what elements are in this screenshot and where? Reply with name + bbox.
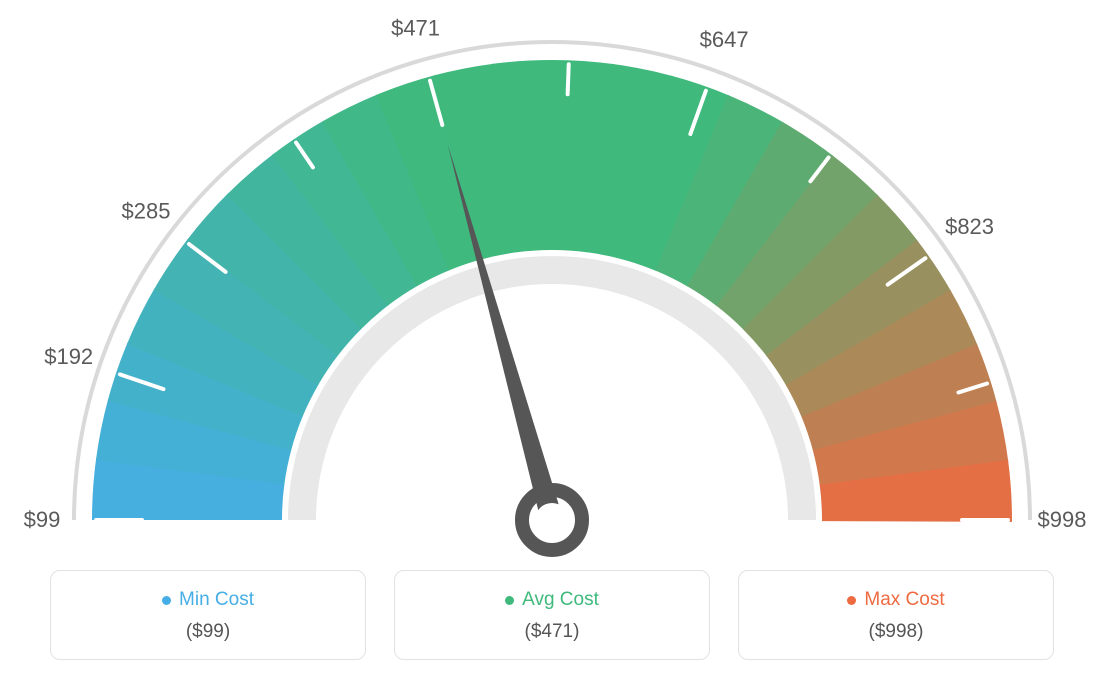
legend-dot-max <box>847 596 856 605</box>
gauge-tick-label: $647 <box>700 27 749 52</box>
gauge-tick-label: $998 <box>1038 507 1087 532</box>
gauge-tick-label: $192 <box>44 344 93 369</box>
gauge-tick-label: $471 <box>391 16 440 41</box>
legend-label-avg: Avg Cost <box>522 589 599 611</box>
legend-value-min: ($99) <box>61 621 355 643</box>
gauge-tick-label: $285 <box>122 198 171 223</box>
gauge-tick-label: $823 <box>945 214 994 239</box>
gauge-chart: $99 $192 $285 $471 $647 $823 $998 <box>0 0 1104 560</box>
legend-value-max: ($998) <box>749 621 1043 643</box>
legend-label-max: Max Cost <box>864 589 944 611</box>
legend-card-max: Max Cost ($998) <box>738 570 1054 660</box>
legend-label-min: Min Cost <box>179 589 254 611</box>
legend-card-avg: Avg Cost ($471) <box>394 570 710 660</box>
legend-title-max: Max Cost <box>847 589 944 611</box>
legend-dot-avg <box>505 596 514 605</box>
legend-card-min: Min Cost ($99) <box>50 570 366 660</box>
legend-title-avg: Avg Cost <box>505 589 599 611</box>
legend-dot-min <box>162 596 171 605</box>
gauge-color-arc <box>92 60 1012 522</box>
gauge-tick-label: $99 <box>24 507 61 532</box>
gauge-svg: $99 $192 $285 $471 $647 $823 $998 <box>0 0 1104 560</box>
legend-row: Min Cost ($99) Avg Cost ($471) Max Cost … <box>0 570 1104 660</box>
legend-title-min: Min Cost <box>162 589 254 611</box>
legend-value-avg: ($471) <box>405 621 699 643</box>
